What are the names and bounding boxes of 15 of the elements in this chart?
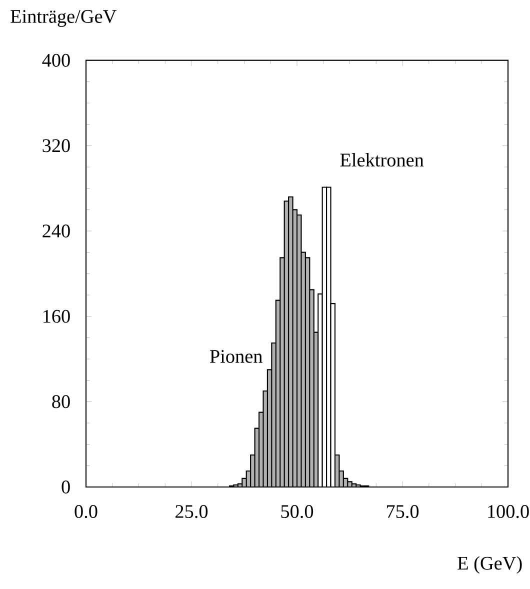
- y-tick-label: 160: [44, 310, 70, 323]
- x-tick-label: 25.0: [176, 505, 208, 518]
- y-axis-title: Einträge/GeV: [10, 10, 116, 27]
- y-tick-label: 400: [42, 54, 70, 67]
- x-tick-label: 0.0: [74, 505, 98, 518]
- series-label: Pionen: [210, 350, 262, 363]
- series-label: Elektronen: [340, 153, 424, 167]
- y-tick-label: 80: [52, 395, 70, 408]
- y-tick-label: 320: [42, 139, 70, 152]
- x-tick-label: 100.0: [488, 505, 529, 518]
- y-tick-label: 240: [42, 224, 70, 238]
- y-tick-label: 0: [62, 480, 70, 494]
- x-tick-label: 75.0: [386, 505, 419, 518]
- x-tick-label: 50.0: [281, 505, 314, 518]
- x-axis-title: E (GeV): [458, 556, 522, 574]
